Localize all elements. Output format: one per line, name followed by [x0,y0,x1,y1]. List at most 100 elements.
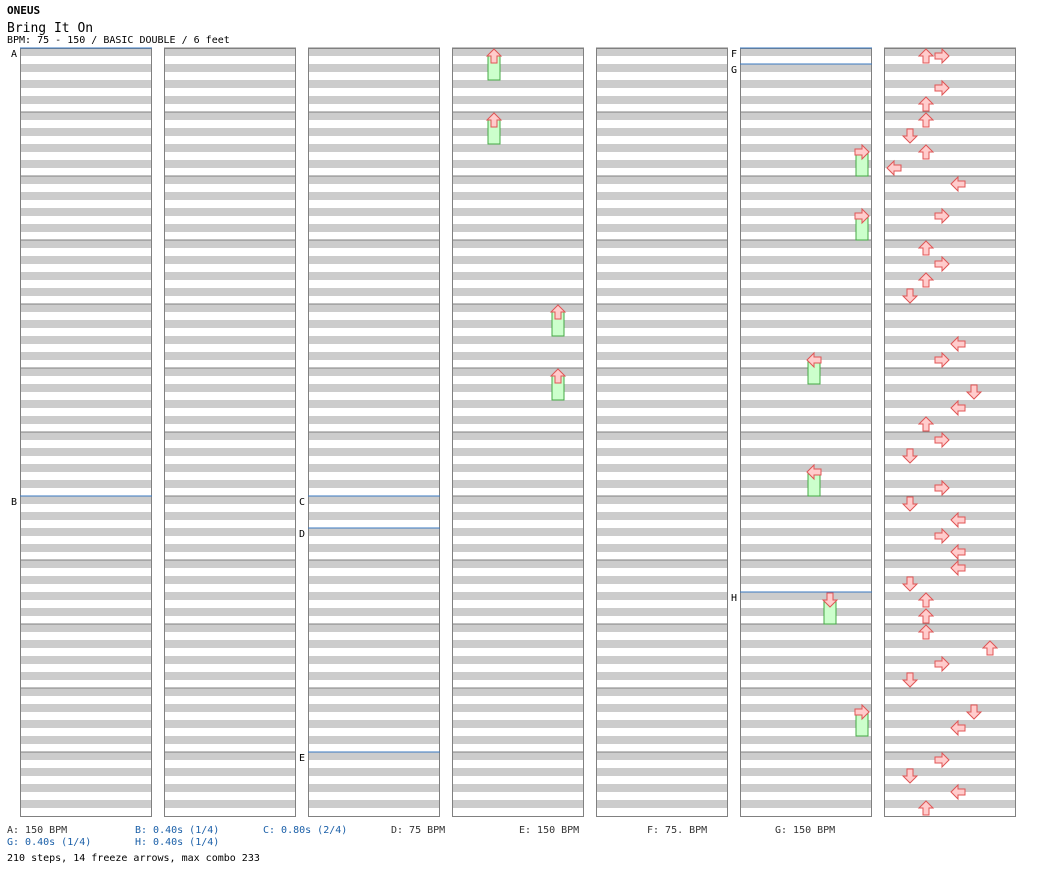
artist-name: ONEUS [7,4,41,17]
legend-item: F: 75. BPM [647,825,708,836]
beat-stripe [884,144,1016,152]
beat-stripe [452,592,584,600]
beat-stripe [164,272,296,280]
beat-stripe [164,768,296,776]
beat-stripe [164,400,296,408]
beat-stripe [740,528,872,536]
beat-stripe [452,512,584,520]
step-arrow [917,144,935,160]
step-arrow [917,416,935,432]
beat-stripe [884,656,1016,664]
beat-stripe [20,784,152,792]
beat-stripe [164,464,296,472]
beat-stripe [596,736,728,744]
beat-stripe [596,320,728,328]
beat-stripe [308,400,440,408]
step-arrow [934,351,950,369]
beat-stripe [20,304,152,312]
beat-stripe [308,272,440,280]
beat-stripe [308,288,440,296]
beat-stripe [884,304,1016,312]
legend-item: C: 0.80s (2/4) [263,825,348,836]
beat-stripe [308,608,440,616]
beat-stripe [884,288,1016,296]
beat-stripe [884,688,1016,696]
beat-stripe [308,800,440,808]
beat-stripe [20,608,152,616]
beat-stripe [20,144,152,152]
beat-stripe [452,768,584,776]
beat-stripe [164,208,296,216]
beat-stripe [596,784,728,792]
beat-stripe [164,544,296,552]
beat-stripe [164,160,296,168]
legend-item: H: 0.40s (1/4) [135,837,220,848]
beat-stripe [884,112,1016,120]
step-arrow [917,592,935,608]
beat-stripe [308,192,440,200]
beat-stripe [884,96,1016,104]
beat-stripe [308,80,440,88]
beat-stripe [452,288,584,296]
beat-stripe [308,496,440,504]
beat-stripe [740,64,872,72]
beat-stripe [740,80,872,88]
beat-stripe [596,800,728,808]
beat-stripe [740,320,872,328]
beat-stripe [20,416,152,424]
beat-stripe [884,800,1016,808]
beat-stripe [20,352,152,360]
beat-stripe [884,640,1016,648]
beat-stripe [308,576,440,584]
beat-stripe [308,368,440,376]
beat-stripe [596,448,728,456]
beat-stripe [452,48,584,56]
beat-stripe [452,368,584,376]
beat-stripe [164,352,296,360]
step-arrow [934,655,950,673]
beat-stripe [164,432,296,440]
chart-summary: 210 steps, 14 freeze arrows, max combo 2… [7,853,260,864]
beat-stripe [164,736,296,744]
beat-stripe [308,304,440,312]
beat-stripe [308,96,440,104]
beat-stripe [596,384,728,392]
beat-stripe [884,496,1016,504]
beat-stripe [308,784,440,792]
beat-stripe [308,256,440,264]
beat-stripe [740,640,872,648]
freeze-arrow [821,592,839,608]
beat-stripe [164,560,296,568]
beat-stripe [164,176,296,184]
beat-stripe [20,224,152,232]
beat-stripe [596,304,728,312]
beat-stripe [308,752,440,760]
beat-stripe [884,448,1016,456]
beat-stripe [308,48,440,56]
beat-stripe [596,272,728,280]
beat-stripe [308,352,440,360]
beat-stripe [596,224,728,232]
beat-stripe [452,112,584,120]
beat-stripe [596,336,728,344]
step-arrow [917,608,935,624]
beat-stripe [20,80,152,88]
marker-label: F [731,49,737,60]
beat-stripe [740,576,872,584]
beat-stripe [164,608,296,616]
beat-stripe [740,96,872,104]
beat-stripe [164,688,296,696]
beat-stripe [20,256,152,264]
beat-stripe [308,112,440,120]
beat-stripe [20,576,152,584]
beat-stripe [596,192,728,200]
beat-stripe [884,176,1016,184]
beat-stripe [164,512,296,520]
beat-stripe [20,544,152,552]
beat-stripe [308,432,440,440]
beat-stripe [452,320,584,328]
beat-stripe [452,96,584,104]
beat-stripe [740,464,872,472]
beat-stripe [308,464,440,472]
